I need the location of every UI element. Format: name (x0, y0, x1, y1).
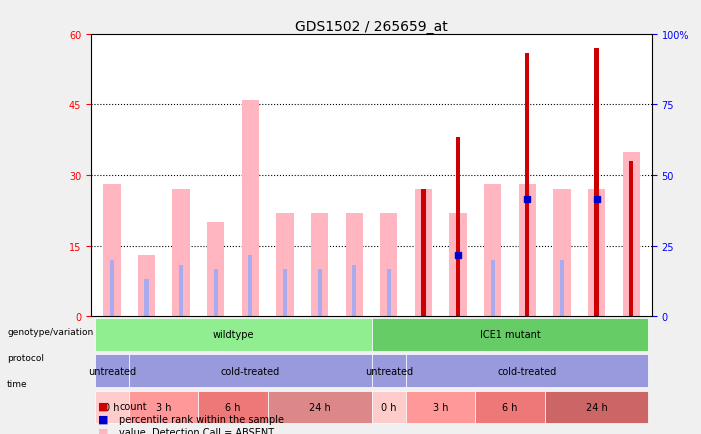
Text: 3 h: 3 h (156, 402, 172, 412)
Bar (276, 213, 294, 316)
Bar (380, 213, 397, 316)
Bar (594, 199, 599, 316)
Text: untreated: untreated (365, 366, 413, 376)
Text: cold-treated: cold-treated (498, 366, 557, 376)
Bar (525, 53, 529, 316)
FancyBboxPatch shape (475, 391, 545, 424)
Bar (283, 270, 287, 316)
FancyBboxPatch shape (95, 391, 129, 424)
FancyBboxPatch shape (129, 355, 372, 387)
Bar (242, 101, 259, 316)
Bar (144, 279, 149, 316)
Text: value, Detection Call = ABSENT: value, Detection Call = ABSENT (119, 427, 274, 434)
Bar (387, 270, 391, 316)
Bar (415, 190, 432, 316)
FancyBboxPatch shape (545, 391, 648, 424)
Text: ■: ■ (98, 414, 109, 424)
Bar (553, 190, 571, 316)
Bar (484, 185, 501, 316)
Text: time: time (7, 380, 27, 388)
Text: cold-treated: cold-treated (221, 366, 280, 376)
Text: 3 h: 3 h (433, 402, 449, 412)
Bar (214, 270, 218, 316)
FancyBboxPatch shape (268, 391, 372, 424)
Bar (110, 260, 114, 316)
Bar (172, 190, 190, 316)
FancyBboxPatch shape (95, 355, 129, 387)
Text: 6 h: 6 h (225, 402, 241, 412)
Bar (421, 256, 426, 316)
FancyBboxPatch shape (129, 391, 198, 424)
Bar (491, 260, 495, 316)
Text: protocol: protocol (7, 354, 44, 362)
Text: 6 h: 6 h (502, 402, 518, 412)
Text: untreated: untreated (88, 366, 136, 376)
Bar (629, 256, 633, 316)
Text: wildtype: wildtype (212, 330, 254, 340)
FancyBboxPatch shape (198, 391, 268, 424)
Text: 0 h: 0 h (381, 402, 397, 412)
Bar (560, 260, 564, 316)
Bar (594, 49, 599, 316)
Bar (622, 152, 640, 316)
FancyBboxPatch shape (95, 319, 372, 351)
Bar (588, 190, 605, 316)
Text: 24 h: 24 h (585, 402, 608, 412)
Bar (629, 161, 633, 316)
Text: 24 h: 24 h (308, 402, 330, 412)
FancyBboxPatch shape (372, 355, 406, 387)
Bar (421, 190, 426, 316)
Text: ■: ■ (98, 427, 109, 434)
Bar (248, 256, 252, 316)
Bar (525, 199, 529, 316)
Bar (138, 256, 155, 316)
FancyBboxPatch shape (406, 355, 648, 387)
Bar (318, 270, 322, 316)
Text: ■: ■ (98, 401, 109, 411)
Bar (207, 223, 224, 316)
Bar (311, 213, 328, 316)
Bar (352, 265, 356, 316)
Title: GDS1502 / 265659_at: GDS1502 / 265659_at (295, 20, 448, 34)
FancyBboxPatch shape (372, 319, 648, 351)
Text: 0 h: 0 h (104, 402, 120, 412)
FancyBboxPatch shape (372, 391, 406, 424)
Text: percentile rank within the sample: percentile rank within the sample (119, 414, 284, 424)
Bar (456, 138, 460, 316)
FancyBboxPatch shape (406, 391, 475, 424)
Bar (103, 185, 121, 316)
Bar (346, 213, 363, 316)
Bar (456, 256, 460, 316)
Text: ICE1 mutant: ICE1 mutant (479, 330, 540, 340)
Text: genotype/variation: genotype/variation (7, 328, 93, 336)
Text: count: count (119, 401, 147, 411)
Bar (519, 185, 536, 316)
Bar (179, 265, 183, 316)
Bar (449, 213, 467, 316)
